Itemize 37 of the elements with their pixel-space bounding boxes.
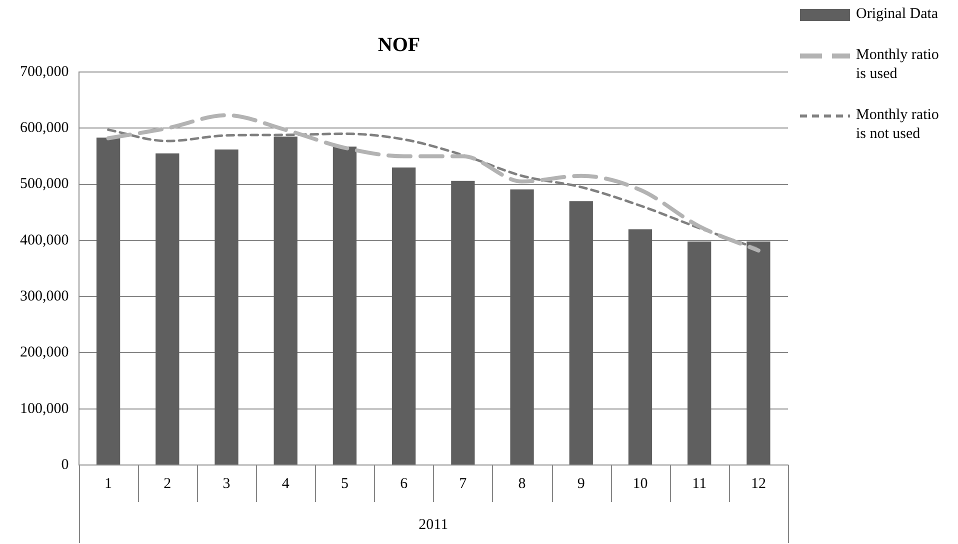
bar bbox=[274, 136, 298, 464]
y-tick-label: 100,000 bbox=[20, 400, 69, 417]
bar bbox=[688, 242, 712, 464]
x-tick-label: 8 bbox=[518, 476, 526, 492]
x-tick-label: 6 bbox=[400, 476, 408, 492]
x-tick-label: 10 bbox=[632, 476, 648, 492]
y-tick-label: 500,000 bbox=[20, 176, 69, 192]
bar bbox=[451, 180, 475, 464]
x-tick-label: 3 bbox=[222, 476, 230, 492]
x-tick-label: 11 bbox=[692, 476, 707, 492]
x-axis-title: 2011 bbox=[418, 516, 448, 533]
y-tick-label: 700,000 bbox=[20, 64, 69, 80]
chart-title: NOF bbox=[378, 34, 420, 56]
x-tick-label: 1 bbox=[104, 476, 112, 492]
x-tick-label: 12 bbox=[750, 476, 766, 492]
legend-label: Original Data bbox=[856, 5, 940, 24]
bar bbox=[214, 149, 238, 464]
bar bbox=[628, 229, 652, 464]
legend-label: Monthly ratio is used bbox=[856, 46, 940, 84]
bar bbox=[156, 153, 180, 464]
y-tick-label: 200,000 bbox=[20, 344, 69, 361]
x-tick-label: 9 bbox=[577, 476, 585, 492]
y-tick-label: 0 bbox=[61, 456, 69, 473]
bar bbox=[96, 138, 120, 464]
bar bbox=[569, 201, 593, 464]
y-tick-label: 600,000 bbox=[20, 120, 69, 136]
bar bbox=[332, 146, 357, 464]
bar bbox=[510, 189, 534, 464]
x-tick-label: 5 bbox=[340, 476, 348, 492]
bar bbox=[392, 167, 416, 464]
x-tick-label: 4 bbox=[282, 476, 290, 492]
bar bbox=[746, 242, 770, 464]
x-tick-label: 7 bbox=[459, 476, 468, 492]
y-tick-label: 300,000 bbox=[20, 288, 69, 305]
y-tick-label: 400,000 bbox=[20, 232, 69, 248]
legend-label: Monthly ratio is not used bbox=[856, 106, 940, 144]
x-tick-label: 2 bbox=[164, 476, 172, 492]
